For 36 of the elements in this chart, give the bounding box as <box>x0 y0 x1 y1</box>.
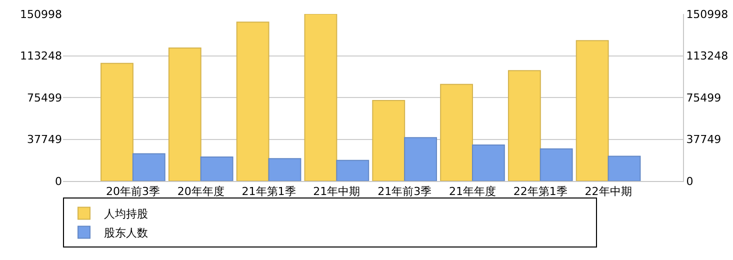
bar <box>100 62 134 181</box>
bar <box>472 144 505 181</box>
legend-label: 人均持股 <box>104 207 148 220</box>
y-tick-label: 75499 <box>27 91 62 104</box>
bar <box>200 156 234 181</box>
x-tick-label: 21年第1季 <box>242 185 296 198</box>
y-tick-label: 0 <box>55 174 62 188</box>
bar <box>540 148 573 181</box>
bar <box>508 70 541 181</box>
y2-tick-label: 37749 <box>686 133 722 146</box>
x-tick-label: 21年中期 <box>313 185 360 198</box>
bar <box>608 156 641 181</box>
bar <box>168 47 202 181</box>
bar <box>132 153 166 181</box>
bar <box>268 158 302 181</box>
bar <box>304 14 338 181</box>
x-tick-label: 21年年度 <box>448 185 496 198</box>
y2-tick-label: 0 <box>686 174 694 188</box>
x-tick-label: 20年前3季 <box>106 185 160 198</box>
bar <box>576 40 609 181</box>
x-tick-label: 21年前3季 <box>378 185 432 198</box>
x-tick-label: 22年第1季 <box>513 185 568 198</box>
bar <box>372 100 406 181</box>
x-tick-label: 22年中期 <box>584 185 632 198</box>
bar <box>440 84 473 181</box>
y2-tick-label: 75499 <box>686 91 722 104</box>
legend-label: 股东人数 <box>104 226 148 240</box>
bar <box>236 22 270 181</box>
y-tick-label: 113248 <box>20 50 62 63</box>
bar <box>404 137 437 181</box>
x-tick-label: 20年年度 <box>177 185 224 198</box>
bar <box>336 160 370 181</box>
y2-tick-label: 113248 <box>686 50 728 63</box>
y-tick-label: 150998 <box>20 8 62 21</box>
y2-tick-label: 150998 <box>686 8 728 21</box>
y-tick-label: 37749 <box>27 133 62 146</box>
